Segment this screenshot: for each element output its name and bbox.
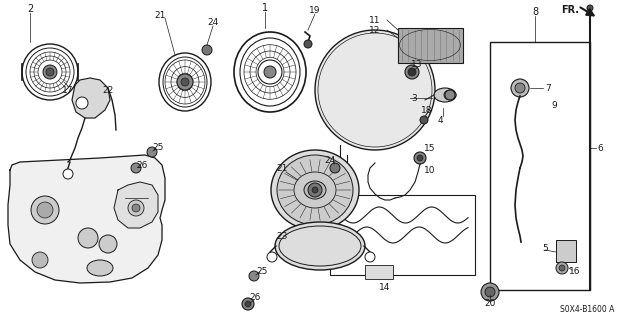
Circle shape — [587, 5, 593, 11]
Polygon shape — [114, 182, 158, 228]
Text: 26: 26 — [136, 161, 148, 170]
Text: 22: 22 — [102, 85, 114, 94]
Circle shape — [26, 48, 74, 96]
Bar — [330, 195, 475, 275]
Circle shape — [131, 163, 141, 173]
Text: 10: 10 — [424, 165, 436, 174]
Ellipse shape — [87, 260, 113, 276]
Text: 12: 12 — [369, 26, 381, 35]
Circle shape — [312, 187, 318, 193]
Circle shape — [515, 83, 525, 93]
Circle shape — [63, 169, 73, 179]
Text: 8: 8 — [532, 7, 538, 17]
Text: 9: 9 — [551, 100, 557, 109]
Circle shape — [264, 66, 276, 78]
Circle shape — [315, 30, 435, 150]
Circle shape — [267, 252, 277, 262]
Ellipse shape — [234, 32, 306, 112]
Circle shape — [318, 33, 432, 147]
Circle shape — [485, 287, 495, 297]
Circle shape — [37, 202, 53, 218]
Text: 17: 17 — [62, 85, 74, 94]
Ellipse shape — [275, 222, 365, 270]
Ellipse shape — [444, 90, 456, 100]
Text: 11: 11 — [369, 15, 381, 25]
Text: 23: 23 — [276, 231, 288, 241]
Text: 6: 6 — [597, 143, 603, 153]
Bar — [398, 28, 463, 63]
Ellipse shape — [159, 53, 211, 111]
Circle shape — [420, 116, 428, 124]
Text: 21: 21 — [276, 164, 288, 172]
Circle shape — [245, 301, 251, 307]
Circle shape — [408, 68, 416, 76]
Ellipse shape — [277, 155, 353, 225]
Circle shape — [32, 252, 48, 268]
Circle shape — [304, 40, 312, 48]
Text: 15: 15 — [424, 143, 436, 153]
Text: 24: 24 — [324, 156, 335, 164]
Text: 2: 2 — [27, 4, 33, 14]
Text: S0X4-B1600 A: S0X4-B1600 A — [560, 306, 614, 315]
Circle shape — [417, 155, 423, 161]
Ellipse shape — [434, 88, 456, 102]
Bar — [490, 42, 590, 290]
Circle shape — [445, 90, 455, 100]
Text: 21: 21 — [154, 11, 166, 20]
Circle shape — [330, 163, 340, 173]
Circle shape — [511, 79, 529, 97]
Text: 4: 4 — [437, 116, 443, 124]
Circle shape — [46, 68, 54, 76]
Text: 5: 5 — [542, 244, 548, 252]
Text: FR.: FR. — [561, 5, 579, 15]
Circle shape — [258, 60, 282, 84]
Text: 25: 25 — [152, 142, 164, 151]
Text: 13: 13 — [412, 60, 423, 68]
Circle shape — [43, 65, 57, 79]
Circle shape — [181, 78, 189, 86]
Ellipse shape — [240, 38, 300, 106]
Text: 3: 3 — [411, 93, 417, 102]
Text: 26: 26 — [250, 293, 260, 302]
Text: 18: 18 — [421, 106, 433, 115]
Circle shape — [481, 283, 499, 301]
Circle shape — [414, 152, 426, 164]
Text: 20: 20 — [484, 300, 496, 308]
Circle shape — [76, 97, 88, 109]
Text: 7: 7 — [545, 84, 551, 92]
Circle shape — [405, 65, 419, 79]
Circle shape — [242, 298, 254, 310]
Text: 19: 19 — [309, 5, 321, 14]
Polygon shape — [72, 78, 110, 118]
Circle shape — [31, 196, 59, 224]
Bar — [556, 240, 576, 262]
Circle shape — [128, 200, 144, 216]
Text: 25: 25 — [256, 268, 268, 276]
Text: 1: 1 — [262, 3, 268, 13]
Circle shape — [556, 262, 568, 274]
Polygon shape — [8, 155, 165, 283]
Circle shape — [308, 183, 322, 197]
Ellipse shape — [304, 181, 326, 199]
Bar — [365, 265, 393, 279]
Circle shape — [99, 235, 117, 253]
Circle shape — [177, 74, 193, 90]
Text: 24: 24 — [207, 18, 219, 27]
Circle shape — [22, 44, 78, 100]
Text: 14: 14 — [380, 284, 390, 292]
Circle shape — [202, 45, 212, 55]
Circle shape — [365, 252, 375, 262]
Circle shape — [132, 204, 140, 212]
Circle shape — [147, 147, 157, 157]
Ellipse shape — [271, 150, 359, 230]
Text: 16: 16 — [569, 268, 580, 276]
Circle shape — [249, 271, 259, 281]
Ellipse shape — [163, 57, 207, 107]
Circle shape — [78, 228, 98, 248]
Circle shape — [559, 265, 565, 271]
